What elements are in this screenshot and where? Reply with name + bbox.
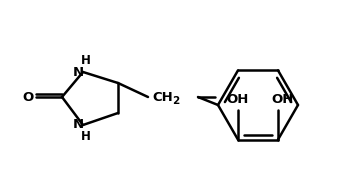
Text: CH: CH xyxy=(152,91,173,104)
Text: OH: OH xyxy=(272,93,294,106)
Text: 2: 2 xyxy=(172,96,179,106)
Text: N: N xyxy=(72,118,84,131)
Text: N: N xyxy=(72,66,84,79)
Text: O: O xyxy=(22,91,34,104)
Text: OH: OH xyxy=(227,93,249,106)
Text: H: H xyxy=(81,53,91,66)
Text: H: H xyxy=(81,130,91,143)
